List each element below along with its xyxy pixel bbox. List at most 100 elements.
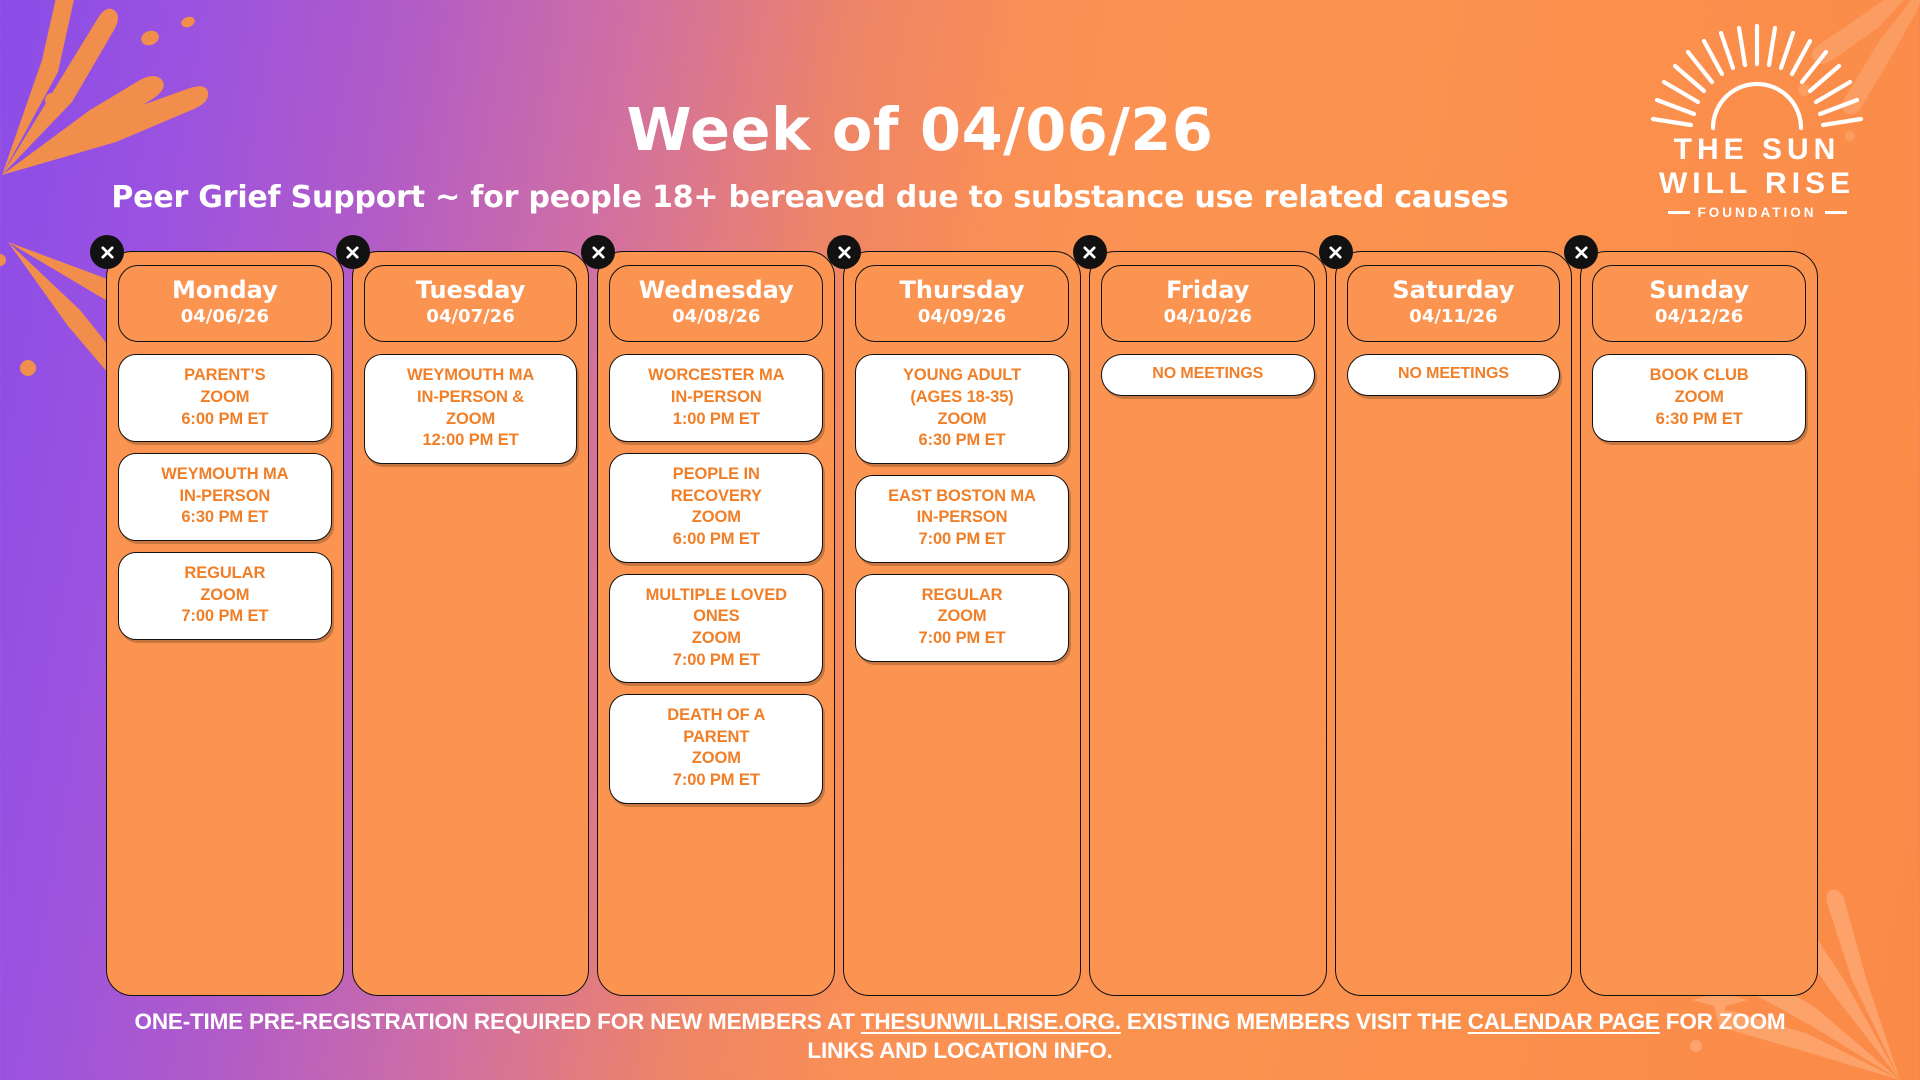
event-line: REGULAR [921,585,1003,604]
event-line: RECOVERY [670,486,762,505]
footer-text-part-3: FOR ZOOM LINKS AND LOCATION INFO. [807,1008,1786,1064]
logo-foundation-row: FOUNDATION [1646,205,1868,220]
day-name: Sunday [1649,276,1750,304]
event-line: YOUNG ADULT [902,366,1022,385]
event-line: NO MEETINGS [1397,365,1509,383]
footer-text-part-1: ONE-TIME PRE-REGISTRATION REQUIRED FOR N… [134,1008,861,1034]
day-date: 04/08/26 [672,305,761,327]
event-line: 6:30 PM ET [918,431,1006,450]
event-line: MULTIPLE LOVED [645,585,787,604]
event-line: DEATH OF A [667,706,766,725]
event-card[interactable]: MULTIPLE LOVED ONES ZOOM 7:00 PM ET [609,573,824,684]
day-column-wednesday: Wednesday 04/08/26 WORCESTER MA IN-PERSON 1:… [581,235,836,996]
event-card[interactable]: DEATH OF A PARENT ZOOM 7:00 PM ET [609,694,824,804]
event-card[interactable]: EAST BOSTON MA IN-PERSON 7:00 PM ET [855,474,1069,563]
event-card[interactable]: WEYMOUTH MA IN-PERSON 6:30 PM ET [118,453,332,542]
event-line: ZOOM [691,508,741,527]
no-meetings-card[interactable]: NO MEETINGS [1346,354,1561,397]
event-line: IN-PERSON [179,486,271,505]
event-line: PEOPLE IN [672,465,760,484]
thesunwillrise-org-link[interactable]: THESUNWILLRISE.ORG. [860,1008,1121,1034]
close-icon[interactable] [1318,235,1353,269]
day-name: Friday [1166,276,1250,304]
event-line: PARENT [683,727,750,746]
day-name: Tuesday [415,276,526,304]
event-line: 6:30 PM ET [181,508,269,527]
close-icon[interactable] [1564,235,1599,269]
day-header: Tuesday 04/07/26 [363,265,578,343]
day-header: Sunday 04/12/26 [1592,265,1807,343]
event-card[interactable]: YOUNG ADULT (AGES 18-35) ZOOM 6:30 PM ET [855,354,1069,464]
event-line: 6:00 PM ET [181,409,269,428]
event-line: ZOOM [200,388,250,407]
day-column-saturday: Saturday 04/11/26 NO MEETINGS [1318,235,1573,996]
close-icon[interactable] [1072,235,1107,269]
event-line: 7:00 PM ET [181,607,269,626]
event-line: 1:00 PM ET [672,409,760,428]
page-title: Week of 04/06/26 [626,95,1214,164]
close-icon[interactable] [90,235,124,269]
event-line: ZOOM [691,749,741,768]
event-card[interactable]: REGULAR ZOOM 7:00 PM ET [118,552,332,640]
event-line: ZOOM [937,409,987,428]
event-line: ZOOM [1674,388,1724,407]
day-name: Wednesday [638,276,794,304]
event-line: ZOOM [691,628,741,647]
event-line: IN-PERSON & [417,388,525,407]
event-line: WEYMOUTH MA [161,465,289,484]
close-icon[interactable] [581,235,616,269]
event-line: ZOOM [937,607,987,626]
no-meetings-card[interactable]: NO MEETINGS [1100,354,1315,397]
event-card[interactable]: PEOPLE IN RECOVERY ZOOM 6:00 PM ET [609,453,824,563]
logo-line-1: THE SUN [1673,133,1841,166]
event-card[interactable]: WORCESTER MA IN-PERSON 1:00 PM ET [609,354,824,443]
calendar-page-link[interactable]: CALENDAR PAGE [1467,1008,1660,1034]
week-schedule-grid: Monday 04/06/26 PARENT’S ZOOM 6:00 PM ET WEYM… [90,235,1819,996]
event-line: ZOOM [200,585,250,604]
event-line: EAST BOSTON MA [888,486,1036,505]
day-date: 04/11/26 [1409,305,1498,327]
event-line: WEYMOUTH MA [406,366,535,385]
event-line: WORCESTER MA [648,366,785,385]
logo-rule-right [1824,211,1847,215]
event-line: IN-PERSON [670,388,762,407]
event-line: 6:30 PM ET [1655,409,1743,428]
sunrise-icon [1650,24,1864,131]
close-icon[interactable] [335,235,370,269]
logo-line-3: FOUNDATION [1697,205,1817,221]
logo-rule-left [1667,211,1690,215]
event-line: 7:00 PM ET [672,650,760,669]
day-date: 04/06/26 [180,305,269,327]
day-date: 04/07/26 [426,305,515,327]
day-date: 04/12/26 [1655,305,1744,327]
event-line: 7:00 PM ET [918,628,1006,647]
event-line: 7:00 PM ET [672,770,760,789]
day-name: Thursday [899,276,1025,304]
event-line: (AGES 18-35) [910,388,1014,407]
event-line: ZOOM [446,409,496,428]
event-line: BOOK CLUB [1649,366,1749,385]
day-header: Monday 04/06/26 [118,265,332,343]
event-card[interactable]: REGULAR ZOOM 7:00 PM ET [855,573,1069,662]
event-card[interactable]: WEYMOUTH MA IN-PERSON & ZOOM 12:00 PM ET [363,354,578,464]
event-line: IN-PERSON [916,508,1008,527]
day-name: Monday [171,276,278,304]
day-date: 04/10/26 [1163,305,1252,327]
footer-note: ONE-TIME PRE-REGISTRATION REQUIRED FOR N… [0,1007,1920,1066]
event-card[interactable]: PARENT’S ZOOM 6:00 PM ET [118,354,332,443]
day-name: Saturday [1392,276,1515,304]
day-header: Thursday 04/09/26 [855,265,1069,343]
event-line: PARENT’S [184,366,266,385]
event-line: 12:00 PM ET [422,431,519,450]
day-header: Saturday 04/11/26 [1346,265,1561,343]
close-icon[interactable] [827,235,862,269]
day-column-monday: Monday 04/06/26 PARENT’S ZOOM 6:00 PM ET WEYM… [90,235,344,996]
event-card[interactable]: BOOK CLUB ZOOM 6:30 PM ET [1592,354,1807,443]
event-line: 6:00 PM ET [672,530,760,549]
event-line: ONES [693,607,740,626]
day-column-thursday: Thursday 04/09/26 YOUNG ADULT (AGES 18-35) Z… [827,235,1081,996]
event-line: REGULAR [184,564,266,583]
logo-line-2: WILL RISE [1658,167,1856,201]
day-column-sunday: Sunday 04/12/26 BOOK CLUB ZOOM 6:30 PM ET [1564,235,1819,996]
day-column-friday: Friday 04/10/26 NO MEETINGS [1072,235,1327,996]
